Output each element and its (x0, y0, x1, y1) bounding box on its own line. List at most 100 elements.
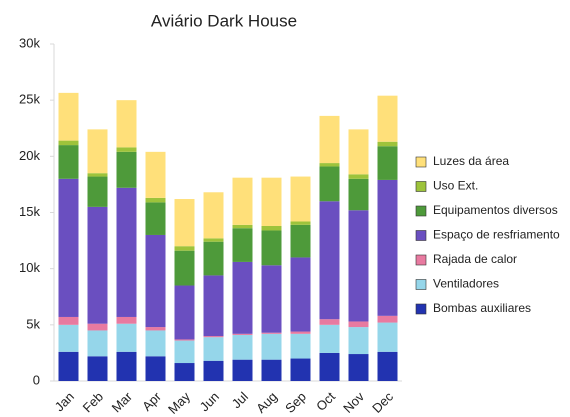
bar-segment (145, 197, 166, 203)
legend-swatch (415, 205, 427, 217)
bar-segment (290, 358, 311, 381)
legend-label: Ventiladores (433, 277, 499, 291)
bar-segment (232, 261, 253, 334)
bar-segment (116, 100, 137, 148)
bar-segment (261, 230, 282, 266)
bar-segment (319, 201, 340, 320)
bar-segment (58, 316, 79, 325)
bar-segment (377, 322, 398, 352)
bar-segment (261, 265, 282, 333)
y-tick-label: 10k (19, 260, 40, 275)
x-tick-label: Dec (369, 389, 396, 416)
bar-segment (232, 177, 253, 225)
bar-segment (174, 363, 195, 381)
bar-segment (116, 323, 137, 352)
bar-segment (348, 178, 369, 211)
legend-label: Equipamentos diversos (433, 203, 558, 217)
bar-segment (87, 330, 108, 357)
bar-segment (116, 316, 137, 324)
bar-segment (377, 351, 398, 381)
bar-segment (319, 319, 340, 325)
x-tick-label: Apr (139, 388, 164, 413)
bar-segment (87, 176, 108, 207)
bar-segment (58, 324, 79, 352)
bar-segment (87, 173, 108, 177)
x-tick-label: Jul (229, 389, 251, 411)
bar-segment (145, 234, 166, 328)
x-tick-label: Aug (253, 389, 280, 416)
y-tick-label: 5k (26, 316, 40, 331)
x-tick-label: Jun (197, 389, 222, 414)
legend-label: Bombas auxiliares (433, 301, 531, 315)
bar-segment (261, 177, 282, 226)
legend-label: Luzes da área (433, 154, 509, 168)
bar-segment (145, 356, 166, 381)
bar-segment (58, 92, 79, 141)
legend-swatch (415, 181, 427, 192)
legend-swatch (415, 156, 427, 168)
x-tick-label: Sep (282, 389, 309, 416)
bar-segment (232, 334, 253, 360)
bar-segment (377, 179, 398, 316)
bar-segment (290, 333, 311, 359)
bar-segment (232, 333, 253, 335)
legend-swatch (415, 230, 427, 241)
bar-segment (377, 95, 398, 142)
bar-segment (319, 324, 340, 353)
chart-title: Aviário Dark House (151, 11, 297, 30)
bar-segment (203, 336, 224, 338)
bar-segment (290, 224, 311, 258)
bar-segment (261, 332, 282, 334)
legend-swatch (415, 303, 427, 315)
bar-segment (174, 340, 195, 364)
bar-segment (261, 359, 282, 381)
bar-segment (319, 163, 340, 167)
x-tick-label: May (165, 389, 193, 417)
bar-segment (203, 238, 224, 242)
bar-segment (348, 354, 369, 381)
bar-segment (174, 285, 195, 340)
legend-label: Rajada de calor (433, 252, 517, 266)
bar-segment (58, 351, 79, 381)
x-tick-label: Feb (80, 389, 106, 415)
bar-segment (87, 356, 108, 381)
bar-segment (58, 145, 79, 179)
bar-segment (203, 241, 224, 276)
bar-segment (290, 257, 311, 332)
x-tick-label: Jan (52, 389, 77, 414)
y-tick-label: 20k (19, 148, 40, 163)
bar-segment (58, 178, 79, 317)
legend-label: Uso Ext. (433, 179, 478, 193)
bar-segment (174, 246, 195, 251)
y-tick-label: 0 (33, 372, 40, 387)
legend-swatch (415, 254, 427, 266)
bar-segment (87, 323, 108, 331)
bar-segment (290, 176, 311, 222)
bar-segment (348, 174, 369, 179)
y-tick-label: 15k (19, 204, 40, 219)
bar-segment (58, 140, 79, 146)
bar-segment (203, 192, 224, 239)
bar-segment (232, 224, 253, 229)
bar-segment (377, 315, 398, 323)
bar-segment (116, 151, 137, 188)
bar-segment (145, 330, 166, 357)
bar-segment (116, 187, 137, 317)
bar-segment (290, 221, 311, 225)
bar-segment (87, 206, 108, 324)
x-tick-label: Nov (340, 389, 367, 416)
bar-segment (174, 250, 195, 286)
bar-segment (232, 359, 253, 381)
bar-segment (319, 166, 340, 202)
bar-segment (203, 360, 224, 381)
bar-segment (261, 333, 282, 360)
bar-segment (174, 339, 195, 341)
bar-segment (174, 199, 195, 247)
bar-segment (261, 225, 282, 231)
bar-segment (319, 352, 340, 381)
x-tick-label: Oct (313, 389, 338, 414)
bar-segment (348, 327, 369, 355)
legend-label: Espaço de resfriamento (433, 228, 560, 242)
bar-segment (348, 129, 369, 175)
